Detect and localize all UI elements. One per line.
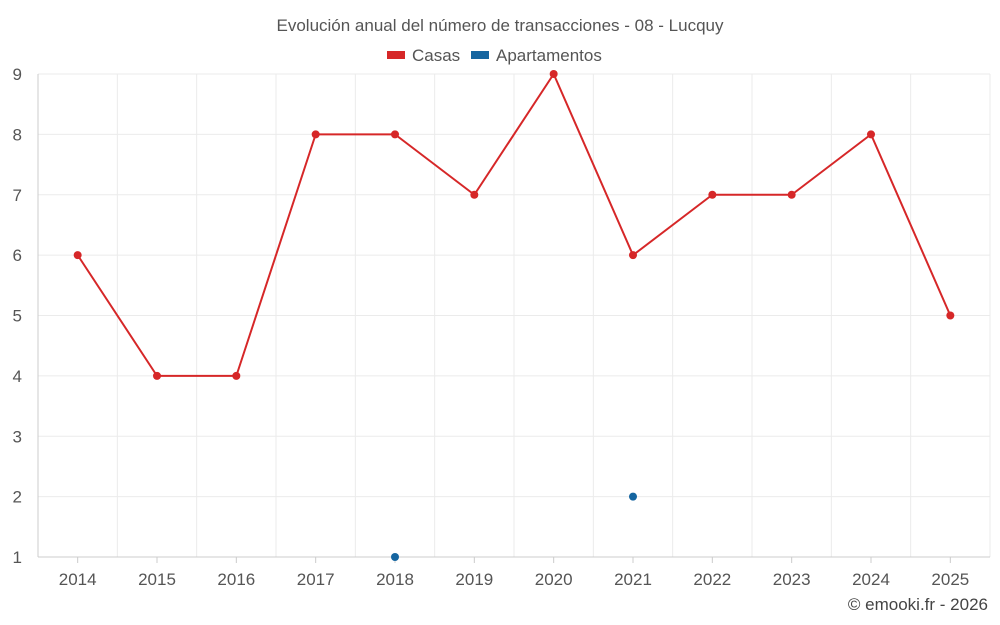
- x-tick-label: 2019: [455, 570, 493, 589]
- legend-item-casas[interactable]: Casas: [387, 46, 460, 65]
- legend-label-apartamentos: Apartamentos: [496, 46, 602, 65]
- y-tick-label: 1: [13, 548, 22, 567]
- legend-item-apartamentos[interactable]: Apartamentos: [471, 46, 602, 65]
- x-tick-label: 2018: [376, 570, 414, 589]
- data-point-casas: [549, 70, 558, 78]
- credit-text: © emooki.fr - 2026: [848, 595, 988, 614]
- x-tick-label: 2015: [138, 570, 176, 589]
- legend: Casas Apartamentos: [387, 46, 602, 65]
- x-tick-label: 2024: [852, 570, 890, 589]
- x-tick-label: 2022: [693, 570, 731, 589]
- x-tick-label: 2020: [535, 570, 573, 589]
- x-tick-label: 2023: [773, 570, 811, 589]
- data-point-casas: [391, 130, 399, 139]
- data-point-casas: [311, 130, 320, 139]
- data-point-apartamentos: [629, 492, 637, 501]
- x-tick-label: 2017: [297, 570, 335, 589]
- axes: 1 2 3 4 5 6 7 8 9 2014 2015 2016 2017 2018 2019 2020 202…: [13, 65, 990, 589]
- legend-swatch-casas: [387, 51, 405, 59]
- data-point-casas: [470, 190, 479, 199]
- x-tick-label: 2014: [59, 570, 97, 589]
- data-point-casas: [73, 251, 82, 260]
- data-point-casas: [232, 371, 241, 380]
- y-tick-label: 9: [13, 65, 22, 84]
- y-tick-label: 4: [13, 367, 22, 386]
- legend-label-casas: Casas: [412, 46, 460, 65]
- y-tick-label: 2: [13, 488, 22, 507]
- data-point-casas: [946, 311, 955, 320]
- chart-title: Evolución anual del número de transaccio…: [277, 16, 724, 35]
- y-tick-label: 6: [13, 246, 22, 265]
- data-point-casas: [708, 190, 717, 199]
- data-point-casas: [867, 130, 875, 139]
- y-tick-label: 7: [13, 186, 22, 205]
- grid: [37, 73, 991, 557]
- data-point-apartamentos: [391, 553, 399, 561]
- data-point-casas: [153, 371, 161, 380]
- x-tick-label: 2016: [217, 570, 255, 589]
- y-tick-label: 8: [13, 125, 22, 144]
- data-point-casas: [629, 251, 637, 260]
- legend-swatch-apartamentos: [471, 51, 489, 59]
- x-tick-label: 2021: [614, 570, 652, 589]
- y-tick-label: 3: [13, 427, 22, 446]
- series: [73, 70, 955, 561]
- y-tick-label: 5: [13, 307, 22, 326]
- series-line-casas: [76, 73, 952, 377]
- data-point-casas: [787, 190, 796, 199]
- x-tick-label: 2025: [931, 570, 969, 589]
